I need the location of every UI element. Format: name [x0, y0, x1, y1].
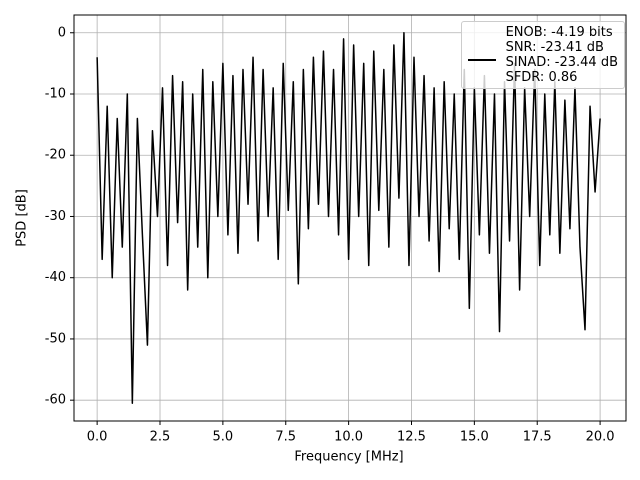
x-tick-label: 10.0	[334, 430, 363, 445]
x-tick-label: 12.5	[397, 430, 426, 445]
x-tick-label: 0.0	[87, 430, 108, 445]
y-tick-label: -30	[45, 209, 66, 224]
legend-swatch	[467, 59, 496, 61]
x-tick-label: 17.5	[523, 430, 552, 445]
y-tick-label: -60	[45, 393, 66, 408]
y-axis-label: PSD [dB]	[15, 189, 30, 247]
x-tick-label: 15.0	[460, 430, 489, 445]
y-tick-label: -20	[45, 148, 66, 163]
plot-frame	[73, 14, 627, 422]
y-tick-label: 0	[58, 25, 66, 40]
y-tick-label: -50	[45, 331, 66, 346]
x-tick-label: 20.0	[586, 430, 615, 445]
y-tick-label: -10	[45, 86, 66, 101]
psd-line	[96, 32, 601, 404]
x-axis-label: Frequency [MHz]	[294, 450, 403, 465]
y-tick-label: -40	[45, 270, 66, 285]
legend: ENOB: -4.19 bits SNR: -23.41 dB SINAD: -…	[460, 21, 625, 89]
x-tick-label: 2.5	[150, 430, 171, 445]
x-tick-label: 5.0	[213, 430, 234, 445]
x-tick-label: 7.5	[275, 430, 296, 445]
legend-label: ENOB: -4.19 bits SNR: -23.41 dB SINAD: -…	[505, 25, 618, 85]
